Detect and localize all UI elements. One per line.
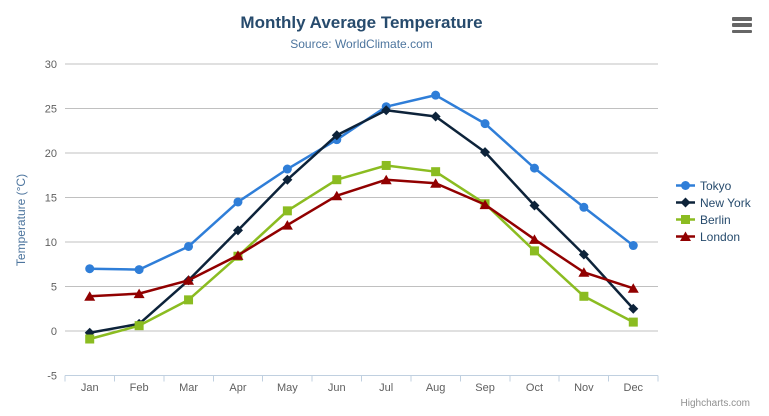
legend-marker-tokyo xyxy=(676,181,695,190)
marker-tokyo-oct[interactable] xyxy=(529,163,539,173)
y-axis-label: 30 xyxy=(45,59,57,71)
marker-new-york-oct[interactable] xyxy=(529,200,540,211)
marker-berlin-nov[interactable] xyxy=(579,291,589,301)
marker-london-may[interactable] xyxy=(281,220,293,230)
marker-london-jan[interactable] xyxy=(84,291,96,301)
marker-berlin-aug[interactable] xyxy=(431,167,441,177)
legend-marker-london xyxy=(676,231,695,241)
marker-london-oct[interactable] xyxy=(528,234,540,244)
x-axis-label-may: May xyxy=(277,382,298,394)
x-axis-label-apr: Apr xyxy=(229,382,246,394)
x-axis-label-aug: Aug xyxy=(426,382,446,394)
legend-label: Berlin xyxy=(700,212,731,227)
marker-berlin-jul[interactable] xyxy=(381,160,391,170)
legend: Tokyo New York Berlin London xyxy=(676,177,751,245)
hamburger-menu-icon xyxy=(732,23,752,27)
marker-berlin-feb[interactable] xyxy=(134,321,144,331)
marker-berlin-dec[interactable] xyxy=(628,317,638,327)
x-axis-label-jul: Jul xyxy=(379,382,393,394)
marker-tokyo-aug[interactable] xyxy=(431,90,441,100)
series-new-york xyxy=(84,105,639,338)
marker-tokyo-feb[interactable] xyxy=(134,265,144,275)
marker-new-york-aug[interactable] xyxy=(430,111,441,122)
marker-new-york-dec[interactable] xyxy=(628,303,639,314)
series-line-london[interactable] xyxy=(88,178,635,298)
marker-tokyo-mar[interactable] xyxy=(184,241,194,251)
x-axis-label-nov: Nov xyxy=(574,382,594,394)
marker-tokyo-nov[interactable] xyxy=(579,202,589,212)
legend-label: London xyxy=(700,229,741,244)
marker-london-apr[interactable] xyxy=(232,250,244,260)
marker-berlin-may[interactable] xyxy=(282,206,292,216)
marker-new-york-apr[interactable] xyxy=(232,225,243,236)
chart-title: Monthly Average Temperature xyxy=(240,13,483,32)
marker-london-feb[interactable] xyxy=(133,288,145,299)
legend-item-new-york[interactable]: New York xyxy=(676,194,751,211)
series-line-berlin[interactable] xyxy=(88,164,635,341)
series-tokyo xyxy=(85,90,638,275)
marker-london-aug[interactable] xyxy=(430,178,442,188)
marker-london-jun[interactable] xyxy=(331,190,343,201)
marker-berlin-jun[interactable] xyxy=(332,175,342,185)
legend-marker-berlin xyxy=(676,215,695,224)
x-axis-label-jan: Jan xyxy=(81,382,99,394)
y-axis-label: 5 xyxy=(51,282,57,294)
marker-london-nov[interactable] xyxy=(578,267,590,277)
legend-item-tokyo[interactable]: Tokyo xyxy=(676,177,751,194)
marker-london-sep[interactable] xyxy=(479,199,491,210)
series-line-new-york[interactable] xyxy=(88,109,635,335)
y-axis-label: 15 xyxy=(45,193,57,205)
marker-berlin-oct[interactable] xyxy=(529,246,539,256)
series-line-tokyo[interactable] xyxy=(88,93,635,271)
marker-tokyo-apr[interactable] xyxy=(233,197,243,207)
highcharts-credit-link[interactable]: Highcharts.com xyxy=(680,398,750,409)
hamburger-menu-icon xyxy=(732,29,752,33)
series-london xyxy=(84,174,639,301)
x-axis-label-feb: Feb xyxy=(130,382,149,394)
marker-berlin-mar[interactable] xyxy=(184,295,194,305)
marker-tokyo-jan[interactable] xyxy=(85,264,95,274)
y-axis-label: 0 xyxy=(51,326,57,338)
marker-berlin-jan[interactable] xyxy=(85,334,95,344)
marker-new-york-jul[interactable] xyxy=(381,105,392,116)
marker-new-york-jun[interactable] xyxy=(331,130,342,141)
marker-london-mar[interactable] xyxy=(183,275,195,285)
legend-item-london[interactable]: London xyxy=(676,228,751,245)
marker-tokyo-dec[interactable] xyxy=(628,241,638,251)
y-axis-label: 25 xyxy=(45,104,57,116)
marker-tokyo-sep[interactable] xyxy=(480,119,490,129)
marker-new-york-nov[interactable] xyxy=(578,249,589,260)
marker-new-york-may[interactable] xyxy=(282,174,293,185)
legend-label: Tokyo xyxy=(700,178,732,193)
y-axis-title: Temperature (°C) xyxy=(14,174,28,266)
chart-subtitle: Source: WorldClimate.com xyxy=(290,37,433,51)
y-axis-label: -5 xyxy=(47,371,57,383)
legend-label: New York xyxy=(700,195,751,210)
x-axis-label-mar: Mar xyxy=(179,382,198,394)
marker-new-york-sep[interactable] xyxy=(480,147,491,158)
hamburger-menu-icon xyxy=(732,17,752,21)
marker-tokyo-may[interactable] xyxy=(282,164,292,174)
export-menu-button[interactable] xyxy=(732,17,754,33)
x-axis-label-oct: Oct xyxy=(526,382,543,394)
legend-marker-new-york xyxy=(676,197,695,208)
marker-london-jul[interactable] xyxy=(380,174,392,185)
x-axis-label-dec: Dec xyxy=(624,382,644,394)
x-axis-label-jun: Jun xyxy=(328,382,346,394)
y-axis-label: 10 xyxy=(45,237,57,249)
marker-london-dec[interactable] xyxy=(627,283,639,293)
x-axis-label-sep: Sep xyxy=(475,382,495,394)
legend-item-berlin[interactable]: Berlin xyxy=(676,211,751,228)
y-axis-label: 20 xyxy=(45,148,57,160)
